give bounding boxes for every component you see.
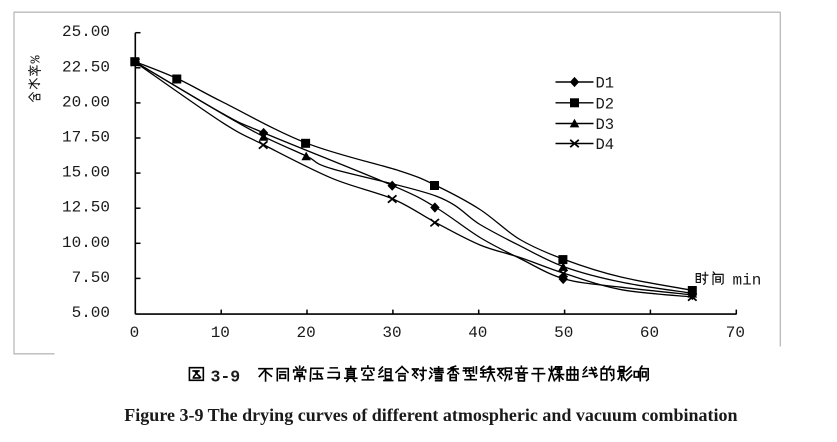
svg-text:D1: D1 xyxy=(596,75,615,93)
svg-text:10.00: 10.00 xyxy=(62,234,110,252)
svg-text:Figure 3-9 The drying curves o: Figure 3-9 The drying curves of differen… xyxy=(124,405,737,425)
svg-text:17.50: 17.50 xyxy=(62,129,110,147)
svg-text:25.00: 25.00 xyxy=(62,23,110,41)
svg-text:7.50: 7.50 xyxy=(72,269,110,287)
svg-text:5.00: 5.00 xyxy=(72,304,110,322)
svg-text:15.00: 15.00 xyxy=(62,164,110,182)
svg-text:22.50: 22.50 xyxy=(62,58,110,76)
svg-text:0: 0 xyxy=(130,324,140,342)
svg-text:20: 20 xyxy=(296,324,315,342)
svg-text:3-9: 3-9 xyxy=(211,367,241,386)
svg-text:20.00: 20.00 xyxy=(62,93,110,111)
svg-text:%: % xyxy=(30,55,45,64)
svg-text:60: 60 xyxy=(640,324,659,342)
svg-text:40: 40 xyxy=(468,324,487,342)
svg-text:70: 70 xyxy=(726,324,745,342)
svg-text:12.50: 12.50 xyxy=(62,199,110,217)
svg-text:30: 30 xyxy=(382,324,401,342)
svg-text:D4: D4 xyxy=(596,136,615,154)
svg-text:min: min xyxy=(733,272,762,290)
svg-text:50: 50 xyxy=(554,324,573,342)
svg-text:D3: D3 xyxy=(596,116,615,134)
svg-text:10: 10 xyxy=(211,324,230,342)
svg-text:D2: D2 xyxy=(596,95,615,113)
